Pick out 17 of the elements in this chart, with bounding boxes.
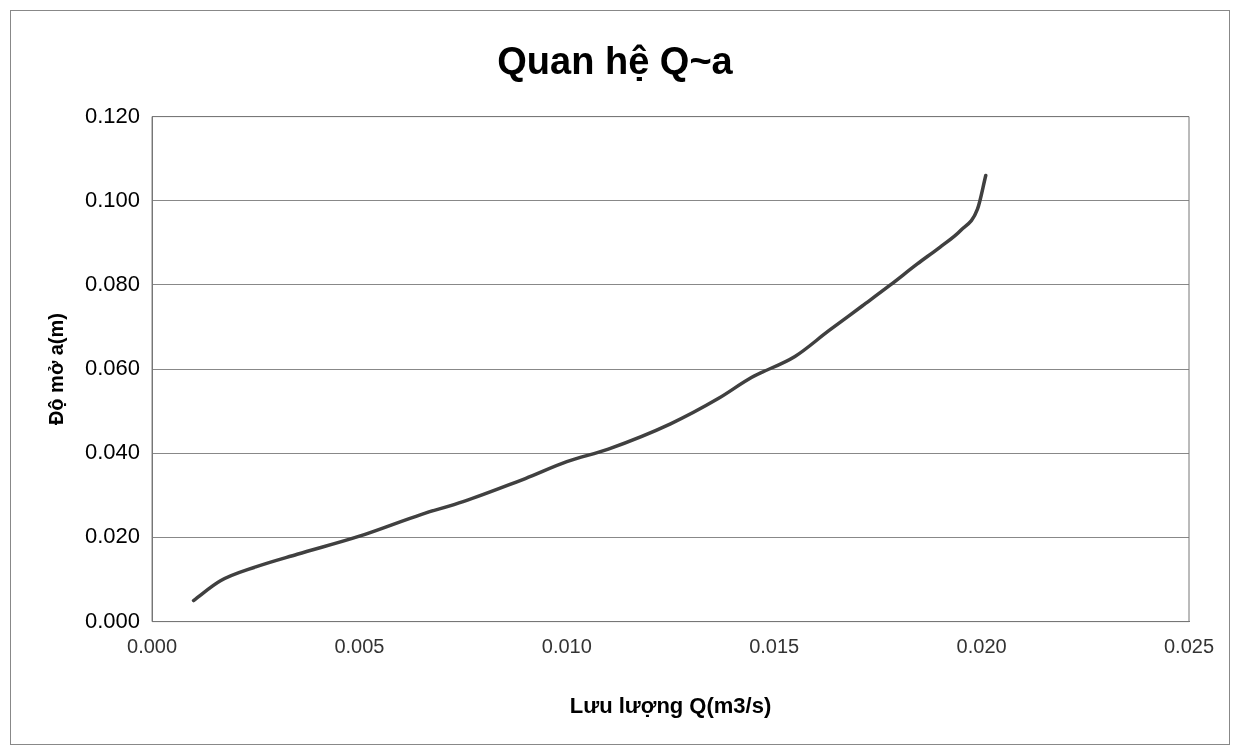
x-axis-title: Lưu lượng Q(m3/s): [569, 692, 772, 718]
x-tick-label: 0.020: [956, 635, 1007, 658]
y-tick-label: 0.100: [84, 186, 141, 212]
x-tick-label: 0.000: [127, 635, 178, 658]
chart-title: Quan hệ Q~a: [497, 40, 734, 83]
x-tick-label: 0.025: [1163, 635, 1215, 658]
y-tick-label: 0.120: [84, 102, 141, 128]
x-tick-label: 0.015: [749, 635, 800, 658]
y-tick-label: 0.040: [84, 439, 141, 465]
x-tick-label: 0.005: [334, 635, 385, 658]
line-series: [191, 173, 988, 603]
x-tick-label: 0.010: [541, 635, 592, 658]
y-tick-label: 0.000: [84, 607, 141, 633]
y-tick-label: 0.060: [84, 355, 141, 381]
y-axis-title: Độ mở a(m): [44, 313, 67, 426]
y-tick-label: 0.020: [84, 523, 141, 549]
y-tick-label: 0.080: [84, 271, 141, 296]
